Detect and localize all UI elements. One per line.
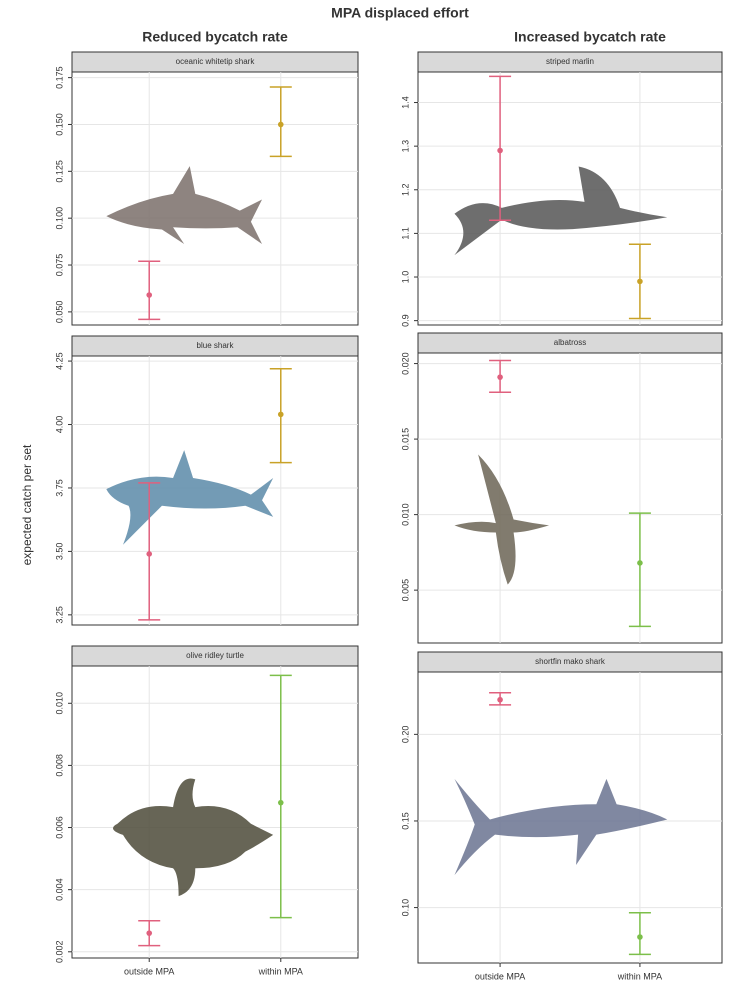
figure: MPA displaced effort Reduced bycatch rat… — [0, 0, 731, 995]
panel: oceanic whitetip shark 0.050 0.075 0.100 0.1… — [54, 52, 358, 325]
panel: blue shark 3.25 3.50 3.75 4.00 4.25 — [54, 336, 358, 625]
y-tick-label: 0.015 — [400, 428, 410, 451]
panel: albatross 0.005 0.010 0.015 0.020 — [400, 333, 722, 643]
x-tick-label: outside MPA — [475, 971, 525, 981]
panel: shortfin mako shark 0.10 0.15 0.20 outside M… — [400, 652, 722, 981]
panel-title: olive ridley turtle — [186, 651, 244, 660]
x-tick-label: within MPA — [617, 971, 662, 981]
plot-area — [72, 72, 358, 325]
point — [278, 412, 284, 418]
y-axis-label: expected catch per set — [20, 444, 34, 565]
panel-title: albatross — [554, 338, 586, 347]
y-tick-label: 0.175 — [54, 66, 64, 89]
panel-title: oceanic whitetip shark — [176, 57, 256, 66]
y-tick-label: 0.100 — [54, 207, 64, 230]
y-tick-label: 0.050 — [54, 301, 64, 324]
y-tick-label: 0.150 — [54, 113, 64, 136]
x-tick-label: outside MPA — [124, 966, 174, 976]
point — [278, 800, 284, 806]
y-tick-label: 0.10 — [400, 899, 410, 917]
y-tick-label: 0.006 — [54, 816, 64, 839]
x-tick-label: within MPA — [258, 966, 303, 976]
plot-area — [418, 353, 722, 643]
point — [146, 551, 152, 557]
y-tick-label: 0.002 — [54, 941, 64, 964]
y-tick-label: 0.010 — [400, 503, 410, 526]
y-tick-label: 0.15 — [400, 812, 410, 830]
panel: olive ridley turtle 0.002 0.004 0.006 0.008 0… — [54, 646, 358, 976]
point — [637, 279, 643, 285]
y-tick-label: 1.0 — [400, 271, 410, 284]
y-tick-label: 0.075 — [54, 254, 64, 277]
panel-title: striped marlin — [546, 57, 594, 66]
y-tick-label: 4.00 — [54, 416, 64, 434]
y-tick-label: 0.20 — [400, 726, 410, 744]
y-tick-label: 0.020 — [400, 352, 410, 375]
point — [497, 148, 503, 154]
y-tick-label: 1.2 — [400, 184, 410, 197]
point — [497, 697, 503, 703]
y-tick-label: 0.125 — [54, 160, 64, 183]
column-title: Reduced bycatch rate — [142, 29, 288, 45]
plot-area — [418, 72, 722, 325]
point — [637, 560, 643, 566]
point — [497, 374, 503, 380]
y-tick-label: 0.9 — [400, 314, 410, 327]
point — [278, 122, 284, 128]
y-tick-label: 4.25 — [54, 352, 64, 370]
y-tick-label: 1.3 — [400, 140, 410, 153]
y-tick-label: 0.010 — [54, 692, 64, 715]
column-title: Increased bycatch rate — [514, 29, 666, 45]
point — [146, 292, 152, 298]
y-tick-label: 3.50 — [54, 543, 64, 561]
y-tick-label: 1.4 — [400, 96, 410, 109]
panel-title: shortfin mako shark — [535, 657, 606, 666]
y-tick-label: 0.004 — [54, 878, 64, 901]
y-tick-label: 0.005 — [400, 579, 410, 602]
panel-title: blue shark — [197, 341, 235, 350]
y-tick-label: 3.25 — [54, 606, 64, 624]
y-tick-label: 0.008 — [54, 754, 64, 777]
y-tick-label: 3.75 — [54, 479, 64, 497]
point — [146, 930, 152, 936]
y-tick-label: 1.1 — [400, 227, 410, 240]
figure-title: MPA displaced effort — [331, 5, 469, 21]
point — [637, 934, 643, 940]
panel: striped marlin 0.9 1.0 1.1 1.2 1.3 1.4 — [400, 52, 722, 327]
